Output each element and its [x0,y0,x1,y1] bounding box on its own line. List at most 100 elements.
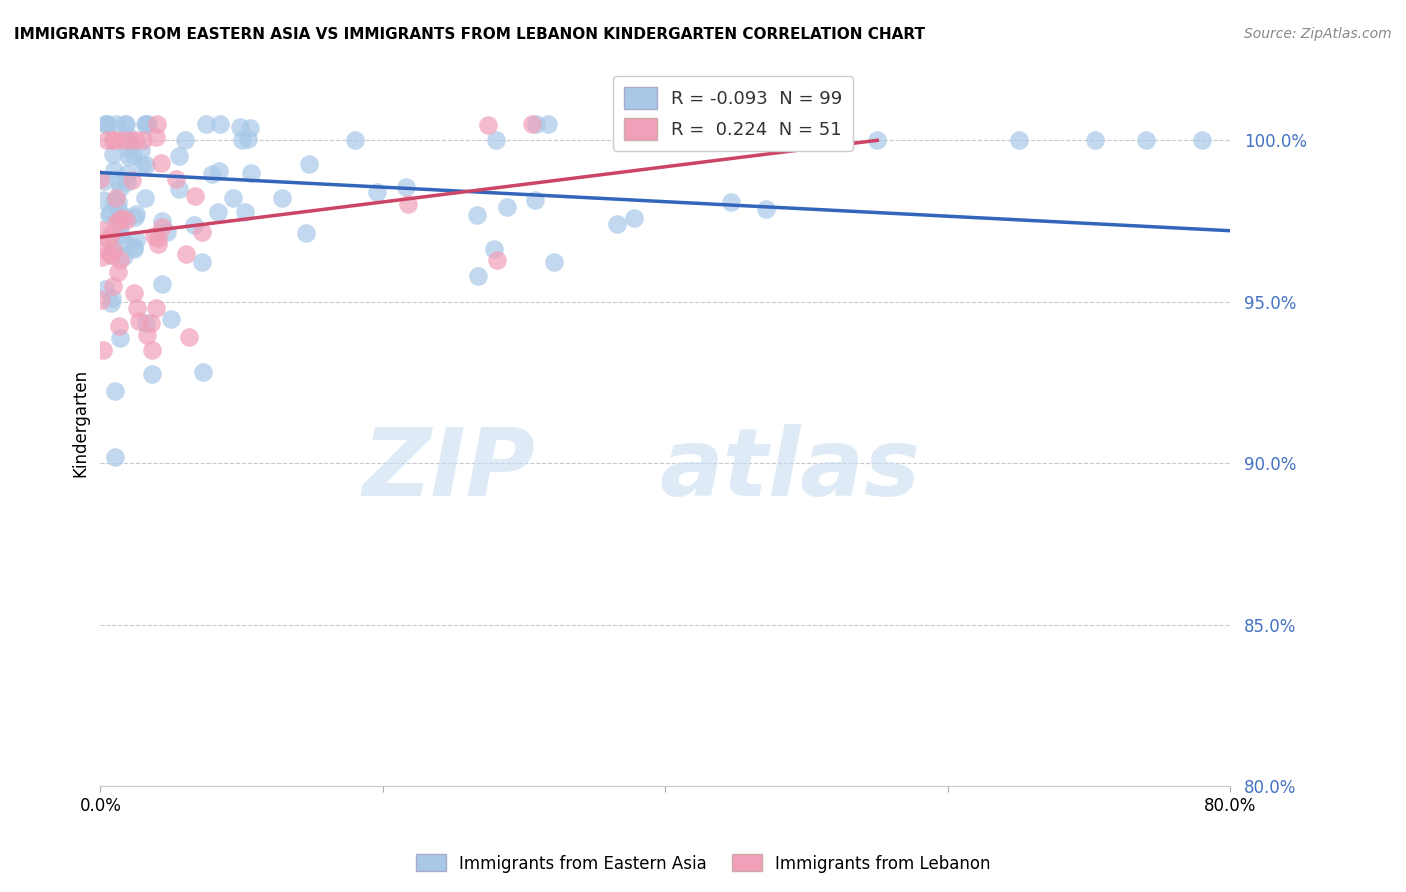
Point [112,209,135,223]
Point [115,175,138,189]
Point [209,117,232,131]
Point [93,173,115,187]
Point [131,158,153,172]
Point [239,120,262,135]
Point [496,200,519,214]
Point [143,228,166,243]
Point [103,162,125,177]
Point [125,207,148,221]
Point [1135,133,1157,147]
Point [91,241,114,255]
Legend: Immigrants from Eastern Asia, Immigrants from Lebanon: Immigrants from Eastern Asia, Immigrants… [409,847,997,880]
Point [105,117,128,131]
Point [755,202,778,216]
Point [1007,133,1029,147]
Point [96,117,118,131]
Point [146,236,169,251]
Point [132,133,155,147]
Point [229,120,252,134]
Point [343,133,366,147]
Point [101,291,124,305]
Point [174,247,197,261]
Point [134,191,156,205]
Point [117,133,139,147]
Point [135,327,157,342]
Point [169,149,191,163]
Point [108,213,131,227]
Point [110,212,132,227]
Point [135,158,157,172]
Point [100,248,122,262]
Point [165,172,187,186]
Point [112,235,135,249]
Point [1191,133,1213,147]
Point [122,148,145,162]
Point [127,301,149,315]
Point [194,117,217,131]
Point [156,225,179,239]
Point [395,180,418,194]
Point [104,384,127,398]
Point [103,278,125,293]
Legend: R = -0.093  N = 99, R =  0.224  N = 51: R = -0.093 N = 99, R = 0.224 N = 51 [613,76,853,151]
Point [111,211,134,225]
Point [486,252,509,267]
Point [720,194,742,209]
Point [239,166,262,180]
Point [124,133,146,147]
Point [485,133,508,147]
Point [606,217,628,231]
Point [129,143,152,157]
Point [96,133,118,147]
Point [295,226,318,240]
Point [117,141,139,155]
Point [115,167,138,181]
Point [222,191,245,205]
Point [231,133,253,147]
Point [108,175,131,189]
Point [184,189,207,203]
Point [107,319,129,334]
Point [523,193,546,207]
Point [135,117,157,131]
Point [105,191,128,205]
Point [179,329,201,343]
Point [108,331,131,345]
Point [101,147,124,161]
Point [623,211,645,225]
Point [93,117,115,131]
Point [108,213,131,227]
Point [150,213,173,227]
Point [110,180,132,194]
Point [396,197,419,211]
Point [121,173,143,187]
Point [118,150,141,164]
Text: IMMIGRANTS FROM EASTERN ASIA VS IMMIGRANTS FROM LEBANON KINDERGARTEN CORRELATION: IMMIGRANTS FROM EASTERN ASIA VS IMMIGRAN… [14,27,925,42]
Point [98,209,121,223]
Point [298,157,321,171]
Point [110,133,132,147]
Point [366,185,388,199]
Point [160,312,183,326]
Point [207,204,229,219]
Point [103,243,125,257]
Y-axis label: Kindergarten: Kindergarten [72,368,89,477]
Point [866,133,889,147]
Point [235,204,257,219]
Point [107,202,129,216]
Point [145,130,167,145]
Point [141,316,163,330]
Point [191,225,214,239]
Point [91,193,114,207]
Point [467,268,489,283]
Point [150,277,173,291]
Point [524,117,547,131]
Point [136,117,159,131]
Point [174,133,197,147]
Point [91,343,114,358]
Point [122,242,145,256]
Point [96,117,118,131]
Point [146,231,169,245]
Point [128,314,150,328]
Point [100,247,122,261]
